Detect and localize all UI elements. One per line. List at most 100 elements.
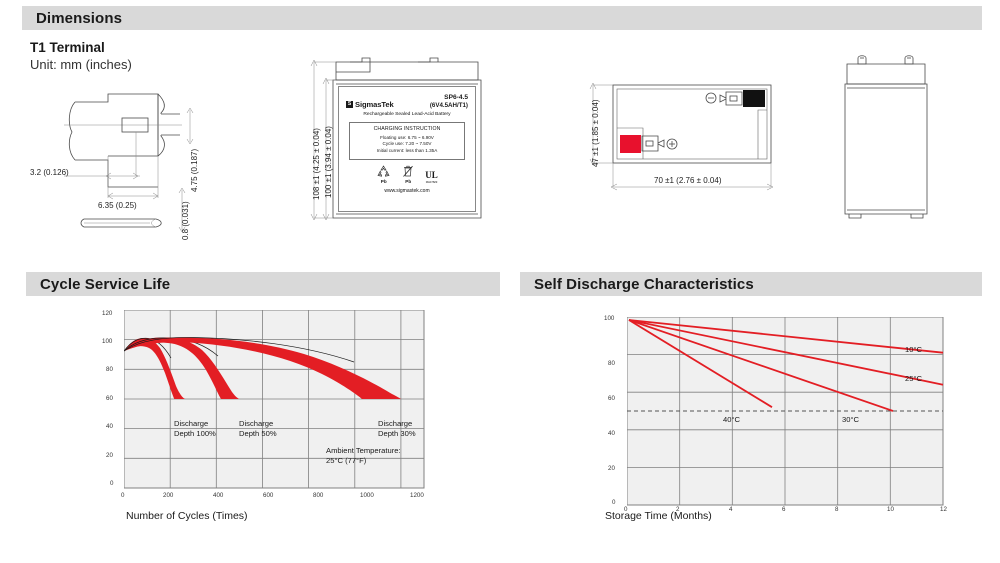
terminal-type-label: T1 Terminal: [30, 40, 105, 55]
crossed-out-bin-icon: [403, 165, 414, 177]
cycle-xtick-200: 200: [163, 492, 174, 499]
cycle-ytick-60: 60: [106, 395, 113, 402]
self-x-axis-title: Storage Time (Months): [605, 510, 712, 522]
self-xtick-2: 2: [676, 506, 680, 513]
ul-file-number: MH47829: [425, 179, 438, 184]
battery-front-view: 108 ±1 (4.25 ± 0.04) 100 ±1 (3.94 ± 0.04…: [300, 50, 515, 240]
cycle-ytick-120: 120: [102, 310, 113, 317]
self-label-40c: 40°C: [723, 415, 740, 424]
charging-instruction-lines: Floating use: 6.75 ~ 6.90V Cycle use: 7.…: [352, 135, 462, 155]
cycle-x-axis-title: Number of Cycles (Times): [126, 510, 248, 522]
self-curve-40c: [628, 319, 773, 408]
cycle-annotation-dod100: Discharge Depth 100%: [174, 419, 216, 440]
front-view-svg: [310, 57, 482, 221]
section-title-self-discharge: Self Discharge Characteristics: [534, 275, 754, 293]
section-header-cycle-service-life: Cycle Service Life: [26, 272, 500, 296]
certification-row: Pb Pb UL MH47829: [339, 165, 475, 184]
battery-side-view: [825, 50, 955, 240]
chart-cycle-service-life: Capacity (%) Number of Cycles (Times) 0 …: [26, 305, 500, 540]
dim-case-height: 100 ±1 (3.94 ± 0.04): [324, 126, 333, 198]
cycle-annotation-ambient: Ambient Temperature: 25°C (77°F): [326, 446, 401, 467]
dim-top-width: 70 ±1 (2.76 ± 0.04): [654, 176, 722, 185]
model-block: SP6-4.5 (6V4.5AH/T1): [430, 94, 468, 109]
dim-terminal-thickness: 0.8 (0.031): [181, 201, 190, 240]
self-xtick-0: 0: [624, 506, 628, 513]
model-number: SP6-4.5: [444, 94, 468, 101]
self-ytick-80: 80: [608, 360, 615, 367]
dim-terminal-height: 4.75 (0.187): [190, 148, 199, 192]
recycle-cert: Pb: [376, 165, 391, 184]
cycle-ytick-20: 20: [106, 452, 113, 459]
cycle-xtick-600: 600: [263, 492, 274, 499]
top-view-svg: [589, 82, 774, 191]
cycle-plot-svg: [124, 310, 425, 489]
battery-top-view: 47 ±1 (1.85 ± 0.04) 70 ±1 (2.76 ± 0.04): [558, 55, 798, 245]
section-header-dimensions: Dimensions: [22, 6, 982, 30]
ul-mark-icon: UL: [425, 169, 438, 180]
model-spec: (6V4.5AH/T1): [429, 101, 468, 109]
recycle-cert-caption: Pb: [380, 178, 387, 184]
cycle-annotation-dod50: Discharge Depth 50%: [239, 419, 277, 440]
bin-cert-caption: Pb: [405, 178, 412, 184]
ul-cert: UL MH47829: [425, 170, 438, 184]
dim-terminal-offset: 3.2 (0.126): [30, 168, 69, 177]
self-label-10c: 10°C: [905, 345, 922, 354]
cycle-annotation-ambient-l2: 25°C (77°F): [326, 456, 367, 466]
cycle-band-dod100: [124, 337, 186, 399]
terminal-profile-svg: [64, 93, 194, 233]
brand-name: SigmasTek: [355, 99, 394, 109]
self-label-25c: 25°C: [905, 374, 922, 383]
cycle-ytick-80: 80: [106, 366, 113, 373]
cycle-xtick-1200: 1200: [410, 492, 424, 499]
self-xtick-12: 12: [940, 506, 947, 513]
self-label-30c: 30°C: [842, 415, 859, 424]
side-view-svg: [844, 55, 928, 219]
cycle-ytick-100: 100: [102, 338, 113, 345]
battery-product-label: S SigmasTek SP6-4.5 (6V4.5AH/T1) Recharg…: [338, 86, 476, 212]
cycle-xtick-1000: 1000: [360, 492, 374, 499]
cycle-annotation-dod30-l1: Discharge: [378, 419, 413, 428]
self-curve-10c: [628, 319, 944, 354]
dim-total-height: 108 ±1 (4.25 ± 0.04): [312, 128, 321, 200]
dim-top-depth: 47 ±1 (1.85 ± 0.04): [591, 99, 600, 168]
chart-self-discharge: Remaining Capacity (%) Storage Time (Mon…: [520, 305, 982, 540]
self-xtick-8: 8: [835, 506, 839, 513]
cycle-xtick-0: 0: [121, 492, 125, 499]
brand-mark-icon: S: [346, 100, 353, 108]
self-curve-25c: [628, 319, 944, 386]
cycle-annotation-dod50-l2: Depth 50%: [239, 429, 277, 439]
cycle-band-dod30: [124, 337, 401, 399]
self-ytick-60: 60: [608, 395, 615, 402]
section-header-self-discharge: Self Discharge Characteristics: [520, 272, 982, 296]
charging-instruction-box: CHARGING INSTRUCTION Floating use: 6.75 …: [349, 121, 465, 160]
manufacturer-website: www.sigmastek.com: [384, 187, 430, 194]
cycle-xtick-400: 400: [213, 492, 224, 499]
bin-cert: Pb: [402, 165, 414, 184]
label-brand-row: S SigmasTek SP6-4.5 (6V4.5AH/T1): [339, 94, 475, 109]
self-plot-svg: [627, 317, 944, 506]
self-curve-30c: [628, 319, 894, 412]
self-ytick-40: 40: [608, 430, 615, 437]
cycle-ytick-0: 0: [110, 480, 114, 487]
battery-type-line: Rechargeable Sealed Lead-Acid Battery: [363, 111, 451, 117]
self-ytick-0: 0: [612, 499, 616, 506]
t1-terminal-drawing: 4.75 (0.187) 3.2 (0.126) 6.35 (0.25) 0.8…: [30, 80, 255, 240]
cycle-annotation-dod30-l2: Depth 30%: [378, 429, 416, 439]
self-ytick-100: 100: [604, 315, 615, 322]
brand-lockup: S SigmasTek: [346, 100, 394, 109]
charging-instruction-title: CHARGING INSTRUCTION: [373, 125, 441, 132]
self-xtick-6: 6: [782, 506, 786, 513]
self-xtick-10: 10: [887, 506, 894, 513]
cycle-annotation-dod100-l2: Depth 100%: [174, 429, 216, 439]
section-title-dimensions: Dimensions: [36, 9, 123, 27]
section-title-cycle-service-life: Cycle Service Life: [40, 275, 171, 293]
recycle-icon: [377, 165, 390, 177]
cycle-annotation-dod30: Discharge Depth 30%: [378, 419, 416, 440]
cycle-annotation-ambient-l1: Ambient Temperature:: [326, 446, 401, 455]
cycle-annotation-dod100-l1: Discharge: [174, 419, 209, 428]
charging-line-cycle: Cycle use: 7.20 ~ 7.50V: [382, 141, 432, 147]
cycle-annotation-dod50-l1: Discharge: [239, 419, 274, 428]
charging-line-current: Initial current: less than 1.35A: [376, 148, 438, 154]
self-xtick-4: 4: [729, 506, 733, 513]
